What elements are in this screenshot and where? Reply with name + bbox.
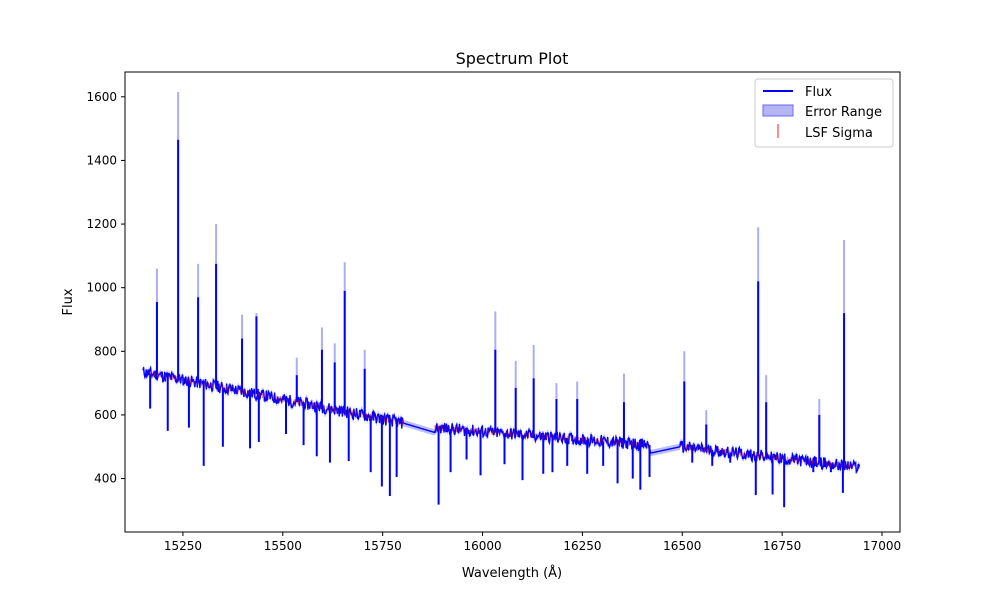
x-tick-label-6: 16750 (763, 539, 801, 553)
x-tick-label-5: 16500 (663, 539, 701, 553)
axes: 15250 15500 15750 16000 16250 16500 16750 17000… (86, 90, 901, 553)
x-tick-label-0: 15250 (164, 539, 202, 553)
legend-flux-label: Flux (805, 85, 832, 100)
y-axis-label: Flux (61, 288, 76, 315)
y-tick-label-5: 1400 (86, 153, 117, 167)
y-tick-label-0: 400 (94, 472, 117, 486)
legend: Flux Error Range LSF Sigma (754, 78, 894, 148)
plot-area (142, 92, 861, 508)
legend-error-label: Error Range (805, 105, 882, 120)
x-tick-label-1: 15500 (264, 539, 302, 553)
legend-box (754, 78, 894, 148)
y-tick-label-1: 600 (94, 408, 117, 422)
y-tick-label-4: 1200 (86, 217, 117, 231)
legend-error-swatch (762, 104, 794, 117)
x-tick-label-4: 16250 (563, 539, 601, 553)
x-axis-label: Wavelength (Å) (462, 565, 562, 581)
y-tick-label-2: 800 (94, 344, 117, 358)
legend-lsf-label: LSF Sigma (805, 126, 873, 141)
x-tick-label-7: 17000 (863, 539, 901, 553)
y-tick-label-3: 1000 (86, 281, 117, 295)
y-tick-label-6: 1600 (86, 90, 117, 104)
flux-line (142, 365, 861, 474)
plot-frame (124, 71, 901, 533)
chart-title: Spectrum Plot (456, 49, 569, 68)
x-tick-label-3: 16000 (463, 539, 501, 553)
x-tick-label-2: 15750 (364, 539, 402, 553)
